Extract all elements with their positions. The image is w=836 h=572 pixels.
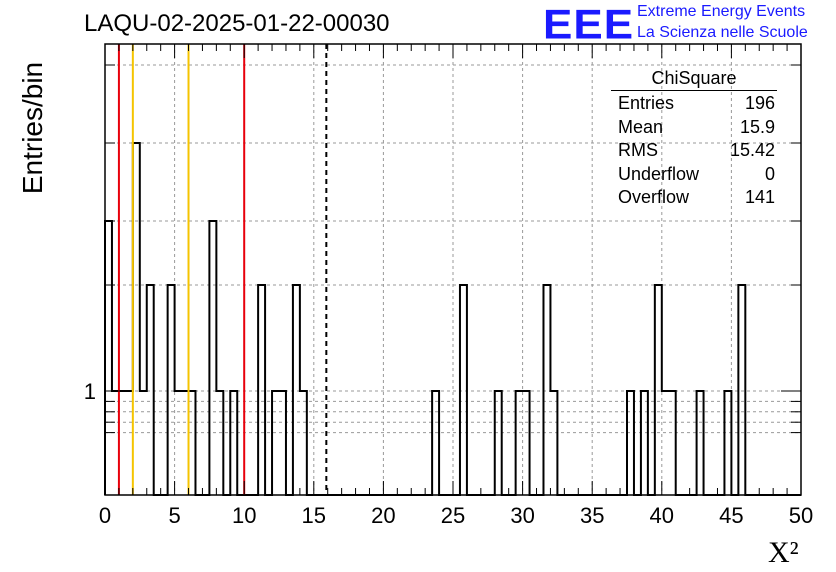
grid-layer <box>105 44 801 495</box>
x-tick-label: 40 <box>650 503 674 528</box>
stats-box: ChiSquare Entries 196 Mean 15.9 RMS 15.42 U… <box>611 68 777 210</box>
eee-logo: EEE <box>543 1 635 48</box>
x-tick-label: 10 <box>232 503 256 528</box>
stats-row-overflow: Overflow 141 <box>611 186 777 210</box>
stats-value: 0 <box>764 163 775 184</box>
brand-subtitle-1: Extreme Energy Events <box>637 3 806 20</box>
x-tick-label: 35 <box>580 503 604 528</box>
x-tick-label: 45 <box>719 503 743 528</box>
stats-row-mean: Mean 15.9 <box>611 116 777 140</box>
stats-label: Mean <box>618 116 664 137</box>
stats-row-rms: RMS 15.42 <box>611 139 777 163</box>
stats-label: RMS <box>618 140 658 160</box>
stats-row-entries: Entries 196 <box>611 92 777 116</box>
stats-label: Overflow <box>618 187 690 207</box>
stats-label: Entries <box>618 93 675 113</box>
stats-title: ChiSquare <box>611 68 777 91</box>
stats-value: 196 <box>744 93 775 113</box>
y-axis-label: Entries/bin <box>17 61 48 195</box>
x-tick-label: 50 <box>789 503 813 528</box>
x-tick-label: 20 <box>371 503 395 528</box>
x-axis-label: X² <box>768 536 799 569</box>
x-tick-label: 30 <box>510 503 534 528</box>
x-tick-label: 0 <box>99 503 111 528</box>
axes-layer <box>104 43 802 496</box>
brand-subtitle-2: La Scienza nelle Scuole <box>637 24 808 41</box>
reference-lines-layer <box>117 44 328 495</box>
tick-labels-layer: 0 5 10 15 20 25 30 35 40 45 50 1 <box>84 379 813 528</box>
stats-value: 15.42 <box>729 140 775 160</box>
stats-label: Underflow <box>618 163 700 184</box>
x-tick-label: 25 <box>441 503 465 528</box>
stats-row-underflow: Underflow 0 <box>611 163 777 187</box>
x-tick-label: 5 <box>168 503 180 528</box>
stats-value: 15.9 <box>739 116 775 137</box>
stats-value: 141 <box>744 187 775 207</box>
x-tick-label: 15 <box>302 503 326 528</box>
y-tick-label: 1 <box>84 379 96 404</box>
chart-title: LAQU-02-2025-01-22-00030 <box>84 10 390 37</box>
